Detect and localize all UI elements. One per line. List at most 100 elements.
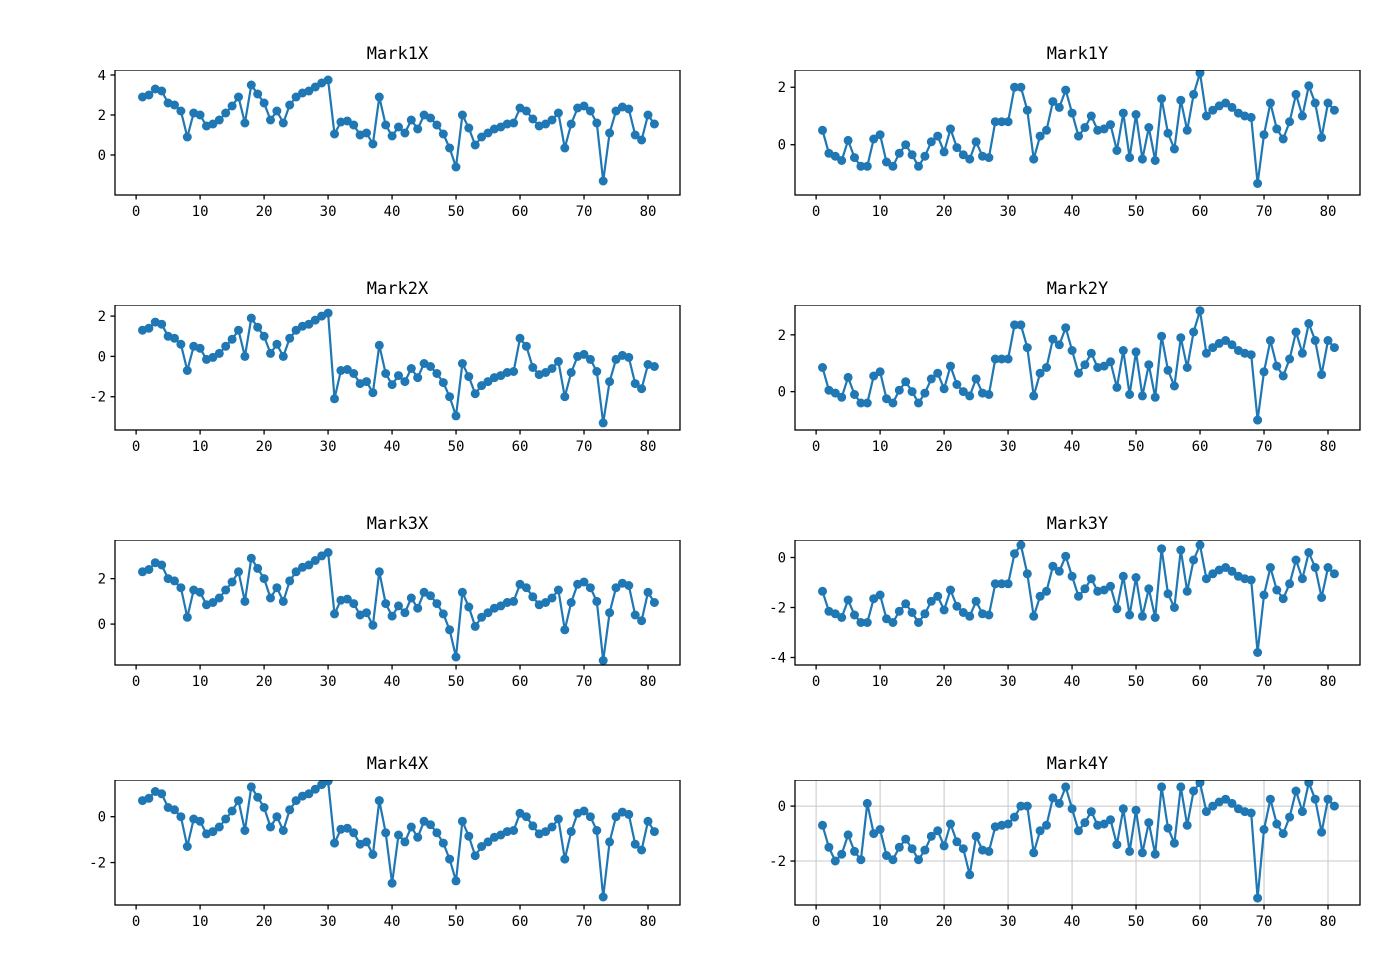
y-axis-tick-label: 0 xyxy=(778,385,786,401)
data-point xyxy=(1137,611,1147,621)
data-point xyxy=(1080,584,1090,594)
data-point xyxy=(1176,545,1186,555)
data-point xyxy=(997,117,1007,127)
data-point xyxy=(1048,793,1058,803)
data-point xyxy=(1022,105,1032,115)
data-point xyxy=(965,154,975,164)
data-point xyxy=(1003,354,1013,364)
x-axis-tick-label: 70 xyxy=(576,674,593,690)
data-point xyxy=(894,606,904,616)
data-point xyxy=(1259,590,1269,600)
data-point xyxy=(483,608,493,618)
x-axis-tick-label: 20 xyxy=(256,204,273,220)
data-point xyxy=(1016,320,1026,330)
data-point xyxy=(368,850,378,859)
data-point xyxy=(278,351,288,361)
data-point xyxy=(1246,575,1256,585)
x-axis-tick-label: 20 xyxy=(936,914,953,930)
data-point xyxy=(457,110,467,120)
data-point xyxy=(521,583,531,593)
data-point xyxy=(509,596,519,606)
data-point xyxy=(1285,354,1295,364)
data-point xyxy=(869,371,879,381)
x-axis-tick-label: 40 xyxy=(384,914,401,930)
data-point xyxy=(323,548,333,557)
data-series-markers xyxy=(138,548,659,665)
data-point xyxy=(227,101,237,111)
data-point xyxy=(457,587,467,597)
data-point xyxy=(818,820,827,830)
plot-mark3x: 0 10 20 30 40 50 60 70 80 0 2 xyxy=(98,540,681,690)
x-axis-tick-label: 40 xyxy=(1064,439,1081,455)
data-point xyxy=(1029,848,1039,858)
data-series-markers xyxy=(818,780,1339,903)
data-point xyxy=(451,876,461,886)
x-axis-tick-label: 60 xyxy=(1192,914,1209,930)
data-point xyxy=(914,855,923,865)
data-point xyxy=(875,590,885,600)
data-point xyxy=(1304,780,1314,788)
data-point xyxy=(400,837,410,847)
data-point xyxy=(214,348,224,358)
data-point xyxy=(394,122,403,132)
data-point xyxy=(1125,610,1135,620)
x-axis-tick-label: 30 xyxy=(320,204,337,220)
axes-frame xyxy=(794,780,1361,906)
data-point xyxy=(221,108,231,118)
data-point xyxy=(323,75,333,85)
data-point xyxy=(1317,370,1327,380)
data-point xyxy=(310,315,320,325)
data-point xyxy=(1003,579,1013,589)
data-point xyxy=(253,322,263,332)
data-point xyxy=(253,563,263,573)
data-point xyxy=(952,837,962,847)
data-point xyxy=(1022,569,1032,579)
data-point xyxy=(630,610,640,620)
data-point xyxy=(1074,826,1083,836)
data-point xyxy=(598,656,608,665)
data-point xyxy=(1285,117,1295,127)
data-point xyxy=(246,782,256,792)
data-point xyxy=(362,608,371,618)
data-point xyxy=(1272,819,1282,829)
x-axis-tick-label: 60 xyxy=(1192,439,1209,455)
data-point xyxy=(246,553,256,563)
data-point xyxy=(862,618,872,627)
data-point xyxy=(624,352,634,362)
data-point xyxy=(362,837,371,847)
x-axis-tick-label: 10 xyxy=(192,914,209,930)
data-point xyxy=(432,369,442,378)
data-point xyxy=(850,610,859,620)
data-point xyxy=(624,809,634,819)
data-point xyxy=(1304,81,1314,91)
data-point xyxy=(483,837,493,847)
data-point xyxy=(1137,154,1147,164)
data-point xyxy=(856,855,866,865)
data-point xyxy=(920,609,930,619)
data-point xyxy=(605,837,615,847)
chart-panel-mark3y: Mark3Y 0 10 20 30 40 50 60 70 80 -4 -2 0 xyxy=(740,510,1380,705)
data-point xyxy=(470,389,480,399)
data-point xyxy=(907,844,917,854)
data-point xyxy=(349,120,359,130)
data-point xyxy=(1291,89,1301,99)
x-axis-tick-label: 50 xyxy=(1128,204,1145,220)
data-point xyxy=(1118,804,1128,814)
data-point xyxy=(387,380,397,390)
data-point xyxy=(1099,819,1109,829)
data-point xyxy=(926,831,936,841)
x-axis-tick-label: 70 xyxy=(1256,674,1273,690)
axes-frame xyxy=(794,540,1361,666)
data-series-markers xyxy=(138,308,659,428)
data-point xyxy=(1201,574,1211,584)
data-point xyxy=(445,625,455,635)
data-point xyxy=(1310,98,1320,108)
data-point xyxy=(920,388,930,398)
data-point xyxy=(259,331,269,341)
data-point xyxy=(541,827,551,837)
data-point xyxy=(1074,368,1083,378)
data-point xyxy=(560,143,570,153)
data-point xyxy=(605,377,615,387)
data-point xyxy=(1137,391,1147,401)
data-point xyxy=(1150,392,1160,402)
